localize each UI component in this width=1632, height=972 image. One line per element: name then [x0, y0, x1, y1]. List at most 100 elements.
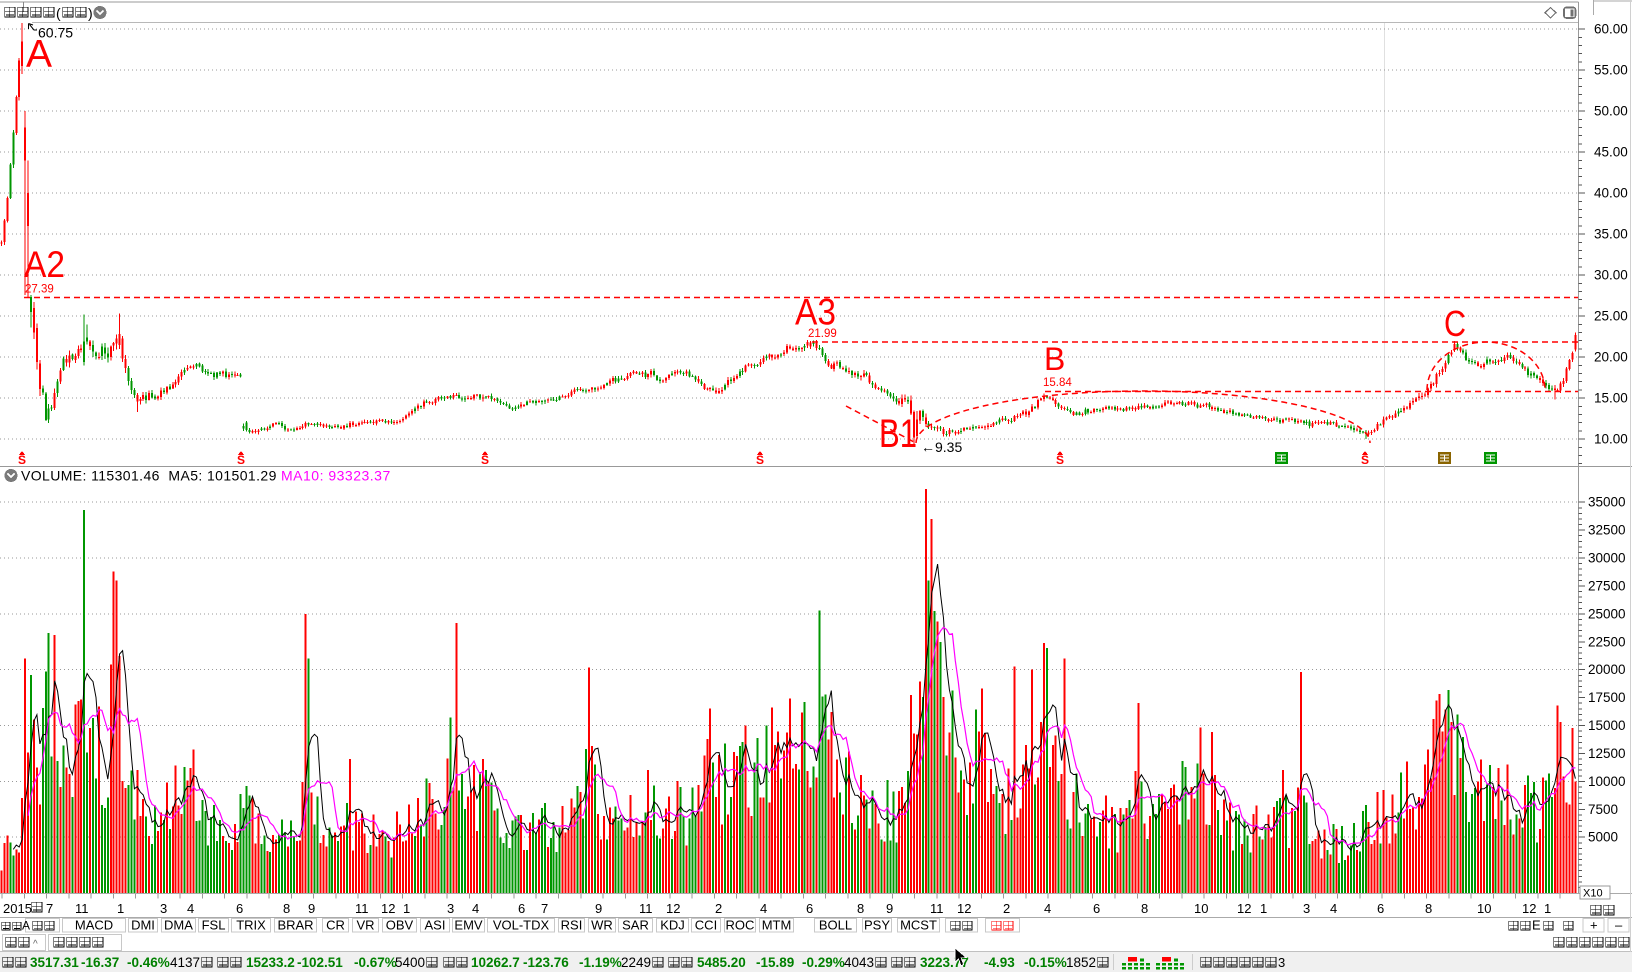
- svg-text:25000: 25000: [1588, 606, 1626, 621]
- svg-text:12: 12: [1522, 901, 1536, 916]
- svg-text:S: S: [1056, 453, 1064, 467]
- svg-text:27500: 27500: [1588, 578, 1626, 593]
- svg-text:1: 1: [403, 901, 410, 916]
- svg-text:+: +: [1590, 918, 1598, 933]
- svg-text:2249: 2249: [621, 955, 651, 970]
- svg-text:VOLUME: 115301.46 MA5: 101501: VOLUME: 115301.46 MA5: 101501.29: [21, 468, 277, 484]
- svg-text:KDJ: KDJ: [660, 918, 685, 933]
- svg-text:S: S: [481, 453, 489, 467]
- svg-text:12500: 12500: [1588, 746, 1626, 761]
- svg-text:A3: A3: [795, 292, 836, 333]
- svg-text:6: 6: [1377, 901, 1384, 916]
- svg-text:1: 1: [117, 901, 124, 916]
- svg-text:4: 4: [760, 901, 767, 916]
- svg-text:7: 7: [541, 901, 548, 916]
- svg-text:22500: 22500: [1588, 634, 1626, 649]
- svg-text:20.00: 20.00: [1594, 350, 1628, 365]
- svg-text:25.00: 25.00: [1594, 309, 1628, 324]
- svg-text:WR: WR: [591, 918, 613, 933]
- svg-text:2015: 2015: [3, 901, 32, 916]
- svg-text:B1: B1: [879, 412, 917, 456]
- svg-text:5000: 5000: [1588, 830, 1618, 845]
- svg-text:-102.51: -102.51: [297, 955, 343, 970]
- svg-text:-0.29%: -0.29%: [802, 955, 845, 970]
- svg-text:EMV: EMV: [454, 918, 483, 933]
- svg-text:10262.7: 10262.7: [471, 955, 520, 970]
- svg-text:30.00: 30.00: [1594, 268, 1628, 283]
- svg-text:8: 8: [1141, 901, 1148, 916]
- svg-text:CCI: CCI: [695, 918, 717, 933]
- svg-text:B: B: [1044, 341, 1065, 377]
- svg-text:27.39: 27.39: [25, 284, 54, 296]
- svg-text:4: 4: [187, 901, 194, 916]
- svg-text:55.00: 55.00: [1594, 63, 1628, 78]
- svg-text:MACD: MACD: [75, 918, 113, 933]
- svg-text:1852: 1852: [1066, 955, 1096, 970]
- svg-text:12: 12: [1237, 901, 1251, 916]
- svg-text:3: 3: [1303, 901, 1310, 916]
- svg-text:40.00: 40.00: [1594, 186, 1628, 201]
- svg-text:21.99: 21.99: [808, 328, 837, 340]
- svg-text:10: 10: [1477, 901, 1491, 916]
- svg-text:17500: 17500: [1588, 690, 1626, 705]
- svg-text:6: 6: [518, 901, 525, 916]
- svg-text:BRAR: BRAR: [277, 918, 313, 933]
- svg-text:ROC: ROC: [726, 918, 755, 933]
- svg-text:E: E: [1532, 918, 1541, 933]
- svg-text:VR: VR: [356, 918, 374, 933]
- svg-text:4043: 4043: [844, 955, 874, 970]
- svg-text:11: 11: [355, 901, 369, 916]
- svg-text:A2: A2: [24, 244, 65, 285]
- svg-text:11: 11: [930, 901, 944, 916]
- svg-text:^: ^: [33, 939, 38, 950]
- svg-text:ASI: ASI: [425, 918, 446, 933]
- svg-text:2: 2: [715, 901, 722, 916]
- svg-text:3: 3: [1278, 955, 1285, 970]
- svg-text:-0.46%: -0.46%: [127, 955, 170, 970]
- svg-text:-0.15%: -0.15%: [1024, 955, 1067, 970]
- svg-text:4: 4: [1044, 901, 1051, 916]
- svg-text:X10: X10: [1583, 888, 1603, 900]
- svg-text:32500: 32500: [1588, 523, 1626, 538]
- svg-text:CR: CR: [326, 918, 345, 933]
- svg-text:10: 10: [1194, 901, 1208, 916]
- svg-text:MTM: MTM: [762, 918, 792, 933]
- svg-text:10.00: 10.00: [1594, 432, 1628, 447]
- svg-text:FSL: FSL: [202, 918, 226, 933]
- svg-text:45.00: 45.00: [1594, 145, 1628, 160]
- svg-text:9: 9: [886, 901, 893, 916]
- svg-text:-15.89: -15.89: [756, 955, 794, 970]
- svg-text:2: 2: [1003, 901, 1010, 916]
- svg-text:50.00: 50.00: [1594, 104, 1628, 119]
- svg-text:): ): [88, 5, 93, 21]
- svg-text:1: 1: [1544, 901, 1551, 916]
- svg-text:-1.19%: -1.19%: [579, 955, 622, 970]
- svg-text:7: 7: [46, 901, 53, 916]
- svg-text:12: 12: [381, 901, 395, 916]
- svg-text:A: A: [26, 33, 52, 76]
- svg-text:6: 6: [236, 901, 243, 916]
- svg-text:4137: 4137: [170, 955, 200, 970]
- svg-text:MCST: MCST: [900, 918, 937, 933]
- svg-text:-4.93: -4.93: [984, 955, 1015, 970]
- svg-text:5485.20: 5485.20: [697, 955, 746, 970]
- svg-text:4: 4: [472, 901, 479, 916]
- svg-text:8: 8: [1425, 901, 1432, 916]
- svg-text:VOL-TDX: VOL-TDX: [493, 918, 550, 933]
- svg-text:←9.35: ←9.35: [921, 439, 962, 455]
- svg-text:RSI: RSI: [561, 918, 583, 933]
- svg-text:MA10: 93323.37: MA10: 93323.37: [281, 468, 391, 484]
- svg-text:(: (: [56, 5, 61, 21]
- svg-text:11: 11: [75, 901, 89, 916]
- svg-text:3: 3: [447, 901, 454, 916]
- svg-text:PSY: PSY: [864, 918, 890, 933]
- svg-text:S: S: [18, 453, 26, 467]
- svg-text:35.00: 35.00: [1594, 227, 1628, 242]
- svg-text:6: 6: [806, 901, 813, 916]
- svg-text:–: –: [1615, 918, 1623, 933]
- svg-text:-0.67%: -0.67%: [354, 955, 397, 970]
- svg-text:3517.31: 3517.31: [30, 955, 79, 970]
- svg-text:-123.76: -123.76: [523, 955, 569, 970]
- svg-text:8: 8: [283, 901, 290, 916]
- svg-text:DMI: DMI: [131, 918, 155, 933]
